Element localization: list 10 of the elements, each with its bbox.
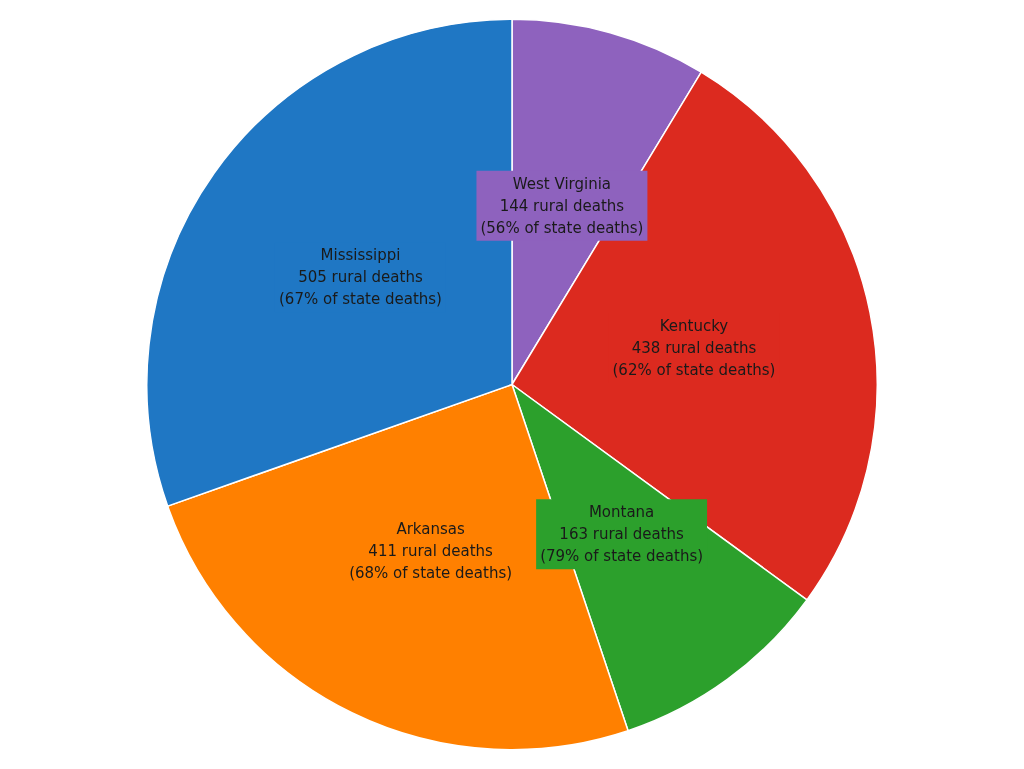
data-label: 144 rural deaths (56% of state deaths): [480, 196, 644, 237]
slice-label: Montana: [588, 503, 655, 522]
slice-label: West Virginia: [512, 174, 612, 193]
data-label: 438 rural deaths (62% of state deaths): [612, 339, 776, 380]
slice-label: Arkansas: [396, 520, 465, 539]
data-label: 411 rural deaths (68% of state deaths): [349, 542, 513, 583]
slice-label: Kentucky: [659, 317, 729, 336]
data-label: 163 rural deaths (79% of state deaths): [540, 525, 704, 566]
slice-label: Mississippi: [320, 246, 401, 265]
data-label: 505 rural deaths (67% of state deaths): [279, 268, 442, 309]
